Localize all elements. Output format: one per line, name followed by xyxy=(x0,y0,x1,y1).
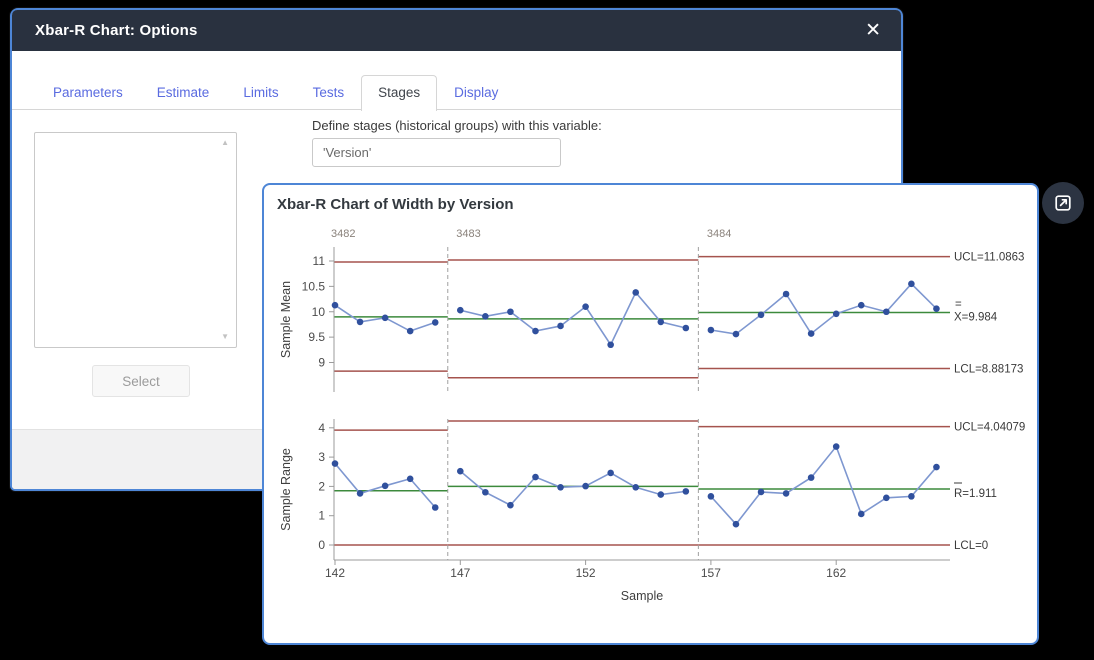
svg-text:9.5: 9.5 xyxy=(308,330,325,344)
open-in-new-window-button[interactable] xyxy=(1042,182,1084,224)
dialog-tabbar: Parameters Estimate Limits Tests Stages Displ… xyxy=(12,51,901,111)
dialog-title: Xbar-R Chart: Options xyxy=(35,22,198,39)
tab-estimate[interactable]: Estimate xyxy=(156,85,210,100)
svg-text:11: 11 xyxy=(313,254,326,268)
svg-text:1: 1 xyxy=(318,509,325,523)
svg-text:3484: 3484 xyxy=(707,228,731,240)
tab-tests[interactable]: Tests xyxy=(312,85,345,100)
tab-limits[interactable]: Limits xyxy=(243,85,279,100)
svg-text:R=1.911: R=1.911 xyxy=(954,488,997,500)
tab-list: Parameters Estimate Limits Tests Stages Displ… xyxy=(36,71,901,111)
svg-text:UCL=4.04079: UCL=4.04079 xyxy=(954,422,1025,434)
open-in-new-window-icon xyxy=(1055,195,1071,211)
scroll-up-icon[interactable]: ▲ xyxy=(221,138,229,147)
svg-text:=: = xyxy=(955,299,962,311)
dialog-titlebar[interactable]: Xbar-R Chart: Options ✕ xyxy=(12,10,901,51)
svg-text:10.5: 10.5 xyxy=(302,279,326,293)
svg-text:3: 3 xyxy=(318,450,325,464)
svg-text:2: 2 xyxy=(318,479,325,493)
svg-text:LCL=8.88173: LCL=8.88173 xyxy=(954,364,1023,376)
define-stages-label: Define stages (historical groups) with t… xyxy=(312,118,602,133)
tab-display[interactable]: Display xyxy=(454,85,499,100)
svg-text:157: 157 xyxy=(701,566,721,580)
variables-listbox[interactable]: ▲ ▼ xyxy=(34,132,237,348)
svg-text:4: 4 xyxy=(318,421,325,435)
svg-text:Sample Mean: Sample Mean xyxy=(279,281,293,358)
svg-text:142: 142 xyxy=(325,566,345,580)
svg-text:X=9.984: X=9.984 xyxy=(954,312,998,324)
close-icon[interactable]: ✕ xyxy=(861,19,885,42)
svg-text:10: 10 xyxy=(312,305,326,319)
svg-text:0: 0 xyxy=(318,538,325,552)
svg-text:147: 147 xyxy=(450,566,470,580)
select-button[interactable]: Select xyxy=(92,365,190,397)
svg-text:UCL=11.0863: UCL=11.0863 xyxy=(954,252,1024,264)
tabbar-divider xyxy=(12,109,901,110)
svg-text:LCL=0: LCL=0 xyxy=(954,540,988,552)
tab-stages[interactable]: Stages xyxy=(361,75,438,111)
svg-text:162: 162 xyxy=(826,566,846,580)
svg-text:3483: 3483 xyxy=(456,228,480,240)
svg-text:152: 152 xyxy=(576,566,596,580)
tab-parameters[interactable]: Parameters xyxy=(53,85,123,100)
chart-window[interactable]: Xbar-R Chart of Width by Version 9 9.5 10 1… xyxy=(262,183,1039,645)
svg-text:Sample: Sample xyxy=(621,589,663,603)
stage-variable-input[interactable] xyxy=(312,138,561,167)
svg-text:3482: 3482 xyxy=(331,228,355,240)
scroll-down-icon[interactable]: ▼ xyxy=(221,332,229,341)
svg-text:Sample Range: Sample Range xyxy=(279,448,293,531)
svg-text:9: 9 xyxy=(318,356,325,370)
chart-title: Xbar-R Chart of Width by Version xyxy=(277,196,514,213)
